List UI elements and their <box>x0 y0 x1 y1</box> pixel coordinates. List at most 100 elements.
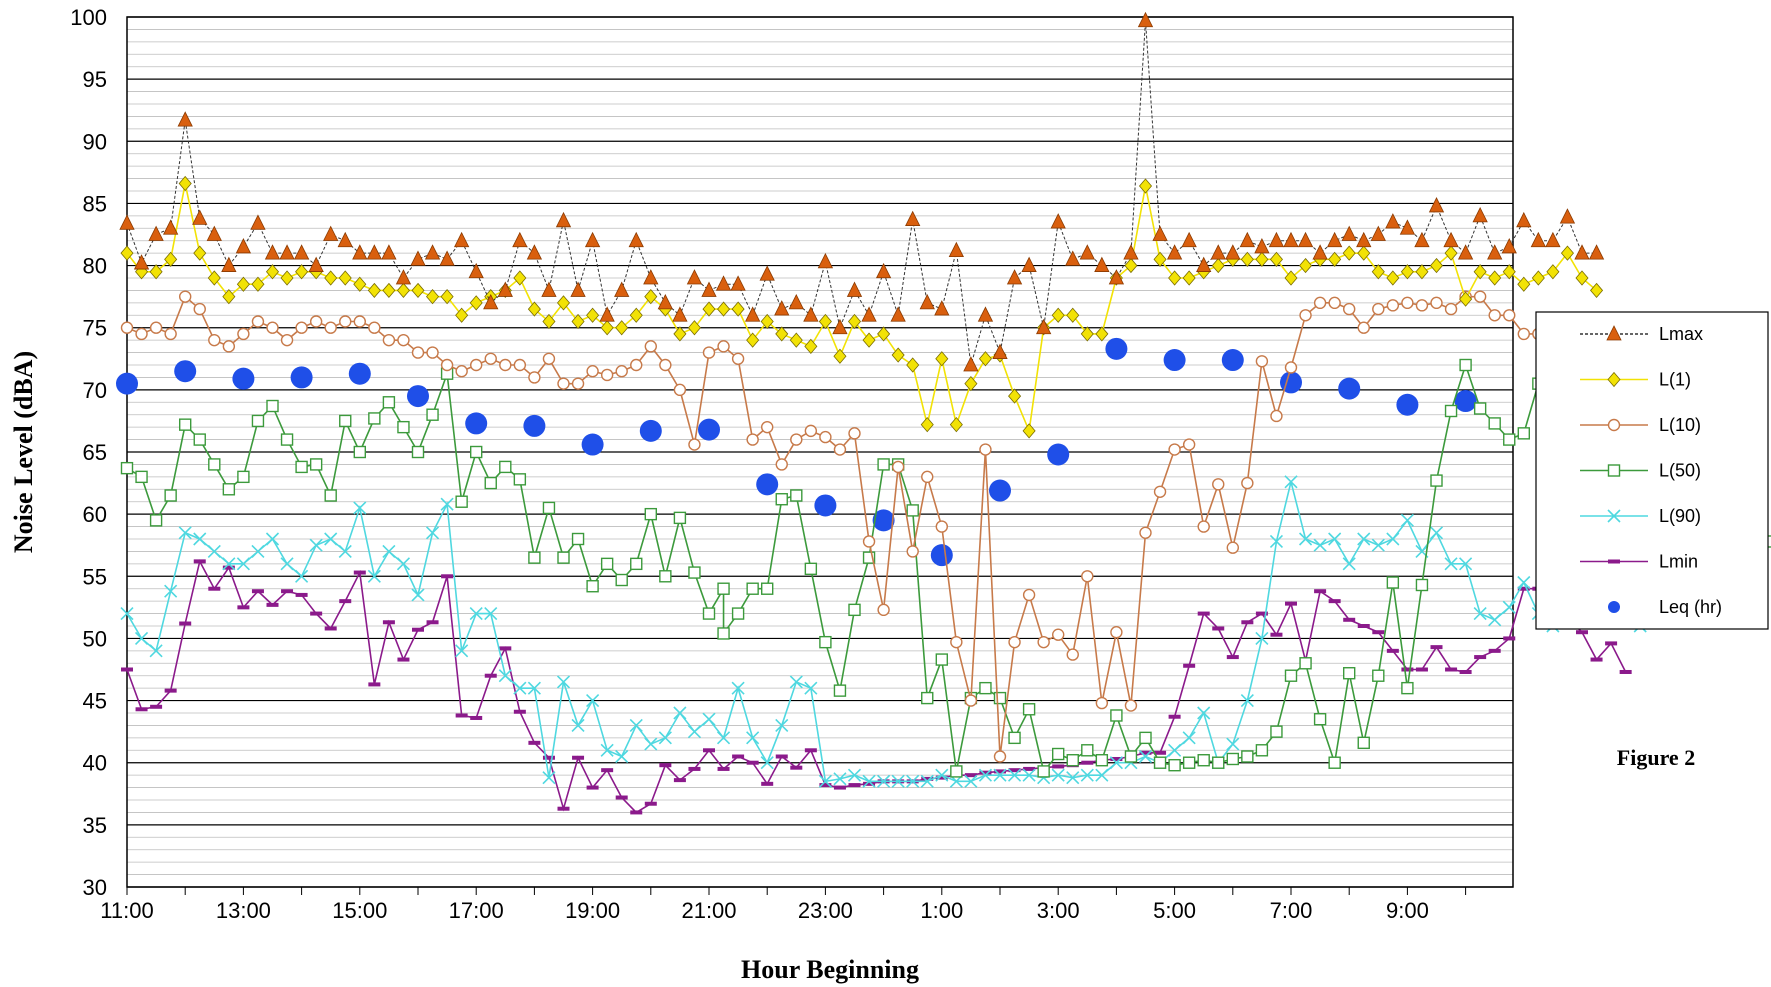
data-point-l-50 <box>600 557 614 571</box>
data-point-lmax <box>890 306 906 322</box>
data-point-l-90 <box>513 681 527 695</box>
data-point-l-50 <box>1182 756 1196 769</box>
data-point-l-50 <box>571 532 585 546</box>
data-point-lmin <box>673 778 686 783</box>
legend-marker-l-90 <box>1607 509 1621 523</box>
data-point-l-50 <box>993 691 1007 705</box>
data-point-l-90 <box>1269 534 1284 549</box>
data-point-l-90 <box>1517 575 1531 590</box>
data-point-l-90 <box>1168 743 1182 757</box>
data-point-lmin <box>266 602 279 607</box>
data-point-l-90 <box>862 774 876 788</box>
data-point-leq-hr <box>407 385 429 408</box>
data-point-leq-hr <box>930 544 953 567</box>
legend-label: L(90) <box>1659 506 1701 526</box>
data-point-l-50 <box>833 684 847 697</box>
data-point-l-90 <box>1051 768 1065 782</box>
data-point-lmin <box>1183 663 1196 668</box>
data-point-l-50 <box>1357 736 1370 750</box>
data-point-lmin <box>964 773 977 778</box>
data-point-l-10 <box>1313 296 1327 310</box>
data-point-l-1 <box>906 357 920 373</box>
data-point-lmax <box>875 262 892 279</box>
y-tick-label: 50 <box>83 626 107 651</box>
data-point-l-90 <box>1284 475 1298 489</box>
data-point-l-90 <box>731 681 745 695</box>
legend-label: L(50) <box>1659 461 1701 481</box>
data-point-l-10 <box>731 352 745 365</box>
data-point-l-1 <box>527 301 541 317</box>
data-point-l-10 <box>877 603 890 617</box>
data-point-l-1 <box>978 351 992 367</box>
data-point-lmin <box>644 801 657 806</box>
data-point-l-1 <box>600 320 614 336</box>
data-point-lmax <box>1021 256 1037 272</box>
data-point-lmin <box>1401 667 1414 672</box>
x-tick-label: 23:00 <box>798 898 853 923</box>
data-point-l-10 <box>950 635 963 649</box>
data-point-l-50 <box>1415 578 1429 592</box>
data-point-lmin <box>121 667 133 672</box>
data-point-l-1 <box>1153 251 1167 267</box>
data-point-l-1 <box>702 301 716 317</box>
data-point-l-50 <box>484 476 497 490</box>
data-point-l-50 <box>528 551 541 564</box>
data-point-l-10 <box>993 750 1007 763</box>
legend-item-lmax: Lmax <box>1580 324 1703 344</box>
data-point-l-10 <box>979 443 992 456</box>
data-point-lmax <box>1196 256 1212 272</box>
data-point-l-10 <box>1212 478 1225 491</box>
data-point-l-50 <box>1488 417 1501 430</box>
data-point-lmin <box>1343 617 1356 622</box>
data-point-lmax <box>1239 231 1255 248</box>
x-tick-label: 13:00 <box>216 898 271 923</box>
x-tick-label: 9:00 <box>1386 898 1429 923</box>
data-point-l-50 <box>1022 703 1036 716</box>
data-point-l-50 <box>688 566 701 579</box>
data-point-lmin <box>513 709 526 714</box>
data-point-l-10 <box>149 321 163 334</box>
data-point-l-10 <box>833 443 847 456</box>
data-point-l-1 <box>542 313 556 330</box>
data-point-lmax <box>1341 225 1357 241</box>
data-point-l-10 <box>208 333 221 347</box>
data-point-l-10 <box>411 346 425 359</box>
data-point-lmin <box>717 766 730 771</box>
data-point-l-10 <box>1066 648 1079 661</box>
data-point-l-1 <box>1008 388 1022 404</box>
data-point-l-10 <box>513 358 527 372</box>
data-point-l-1 <box>862 332 876 348</box>
data-point-l-50 <box>746 582 759 595</box>
data-point-l-1 <box>1095 326 1109 342</box>
data-point-l-50 <box>979 681 992 695</box>
data-point-l-10 <box>1444 302 1458 316</box>
data-point-lmax <box>861 306 877 322</box>
data-point-l-1 <box>1255 251 1269 267</box>
data-point-l-90 <box>440 497 454 511</box>
data-point-l-1 <box>1066 307 1080 323</box>
data-point-lmin <box>775 754 788 759</box>
data-point-l-50 <box>1008 731 1021 745</box>
data-point-lmax <box>468 262 484 279</box>
data-point-l-1 <box>891 347 905 363</box>
data-point-l-10 <box>775 458 788 471</box>
data-point-l-50 <box>1299 657 1312 670</box>
x-ticks: 11:00 13:00 15:00 17:00 19:00 21:00 23:00 1:00 3… <box>100 887 1467 923</box>
legend-label: Lmin <box>1659 552 1698 572</box>
data-point-l-10 <box>1037 635 1050 649</box>
data-point-l-1 <box>1168 270 1182 286</box>
data-point-l-90 <box>1473 607 1487 621</box>
data-point-lmax <box>774 300 790 316</box>
data-point-l-10 <box>1357 321 1370 334</box>
data-point-l-1 <box>1022 423 1036 439</box>
data-point-l-10 <box>266 321 279 334</box>
data-point-l-90 <box>1444 557 1458 571</box>
data-point-l-90 <box>309 538 323 552</box>
data-point-lmin <box>601 768 614 773</box>
data-point-leq-hr <box>581 433 604 456</box>
x-tick-label: 3:00 <box>1037 898 1080 923</box>
data-point-lmax <box>250 214 266 230</box>
data-point-lmax <box>1181 231 1197 248</box>
data-point-l-50 <box>1241 750 1254 763</box>
data-point-lmax <box>1065 250 1081 266</box>
